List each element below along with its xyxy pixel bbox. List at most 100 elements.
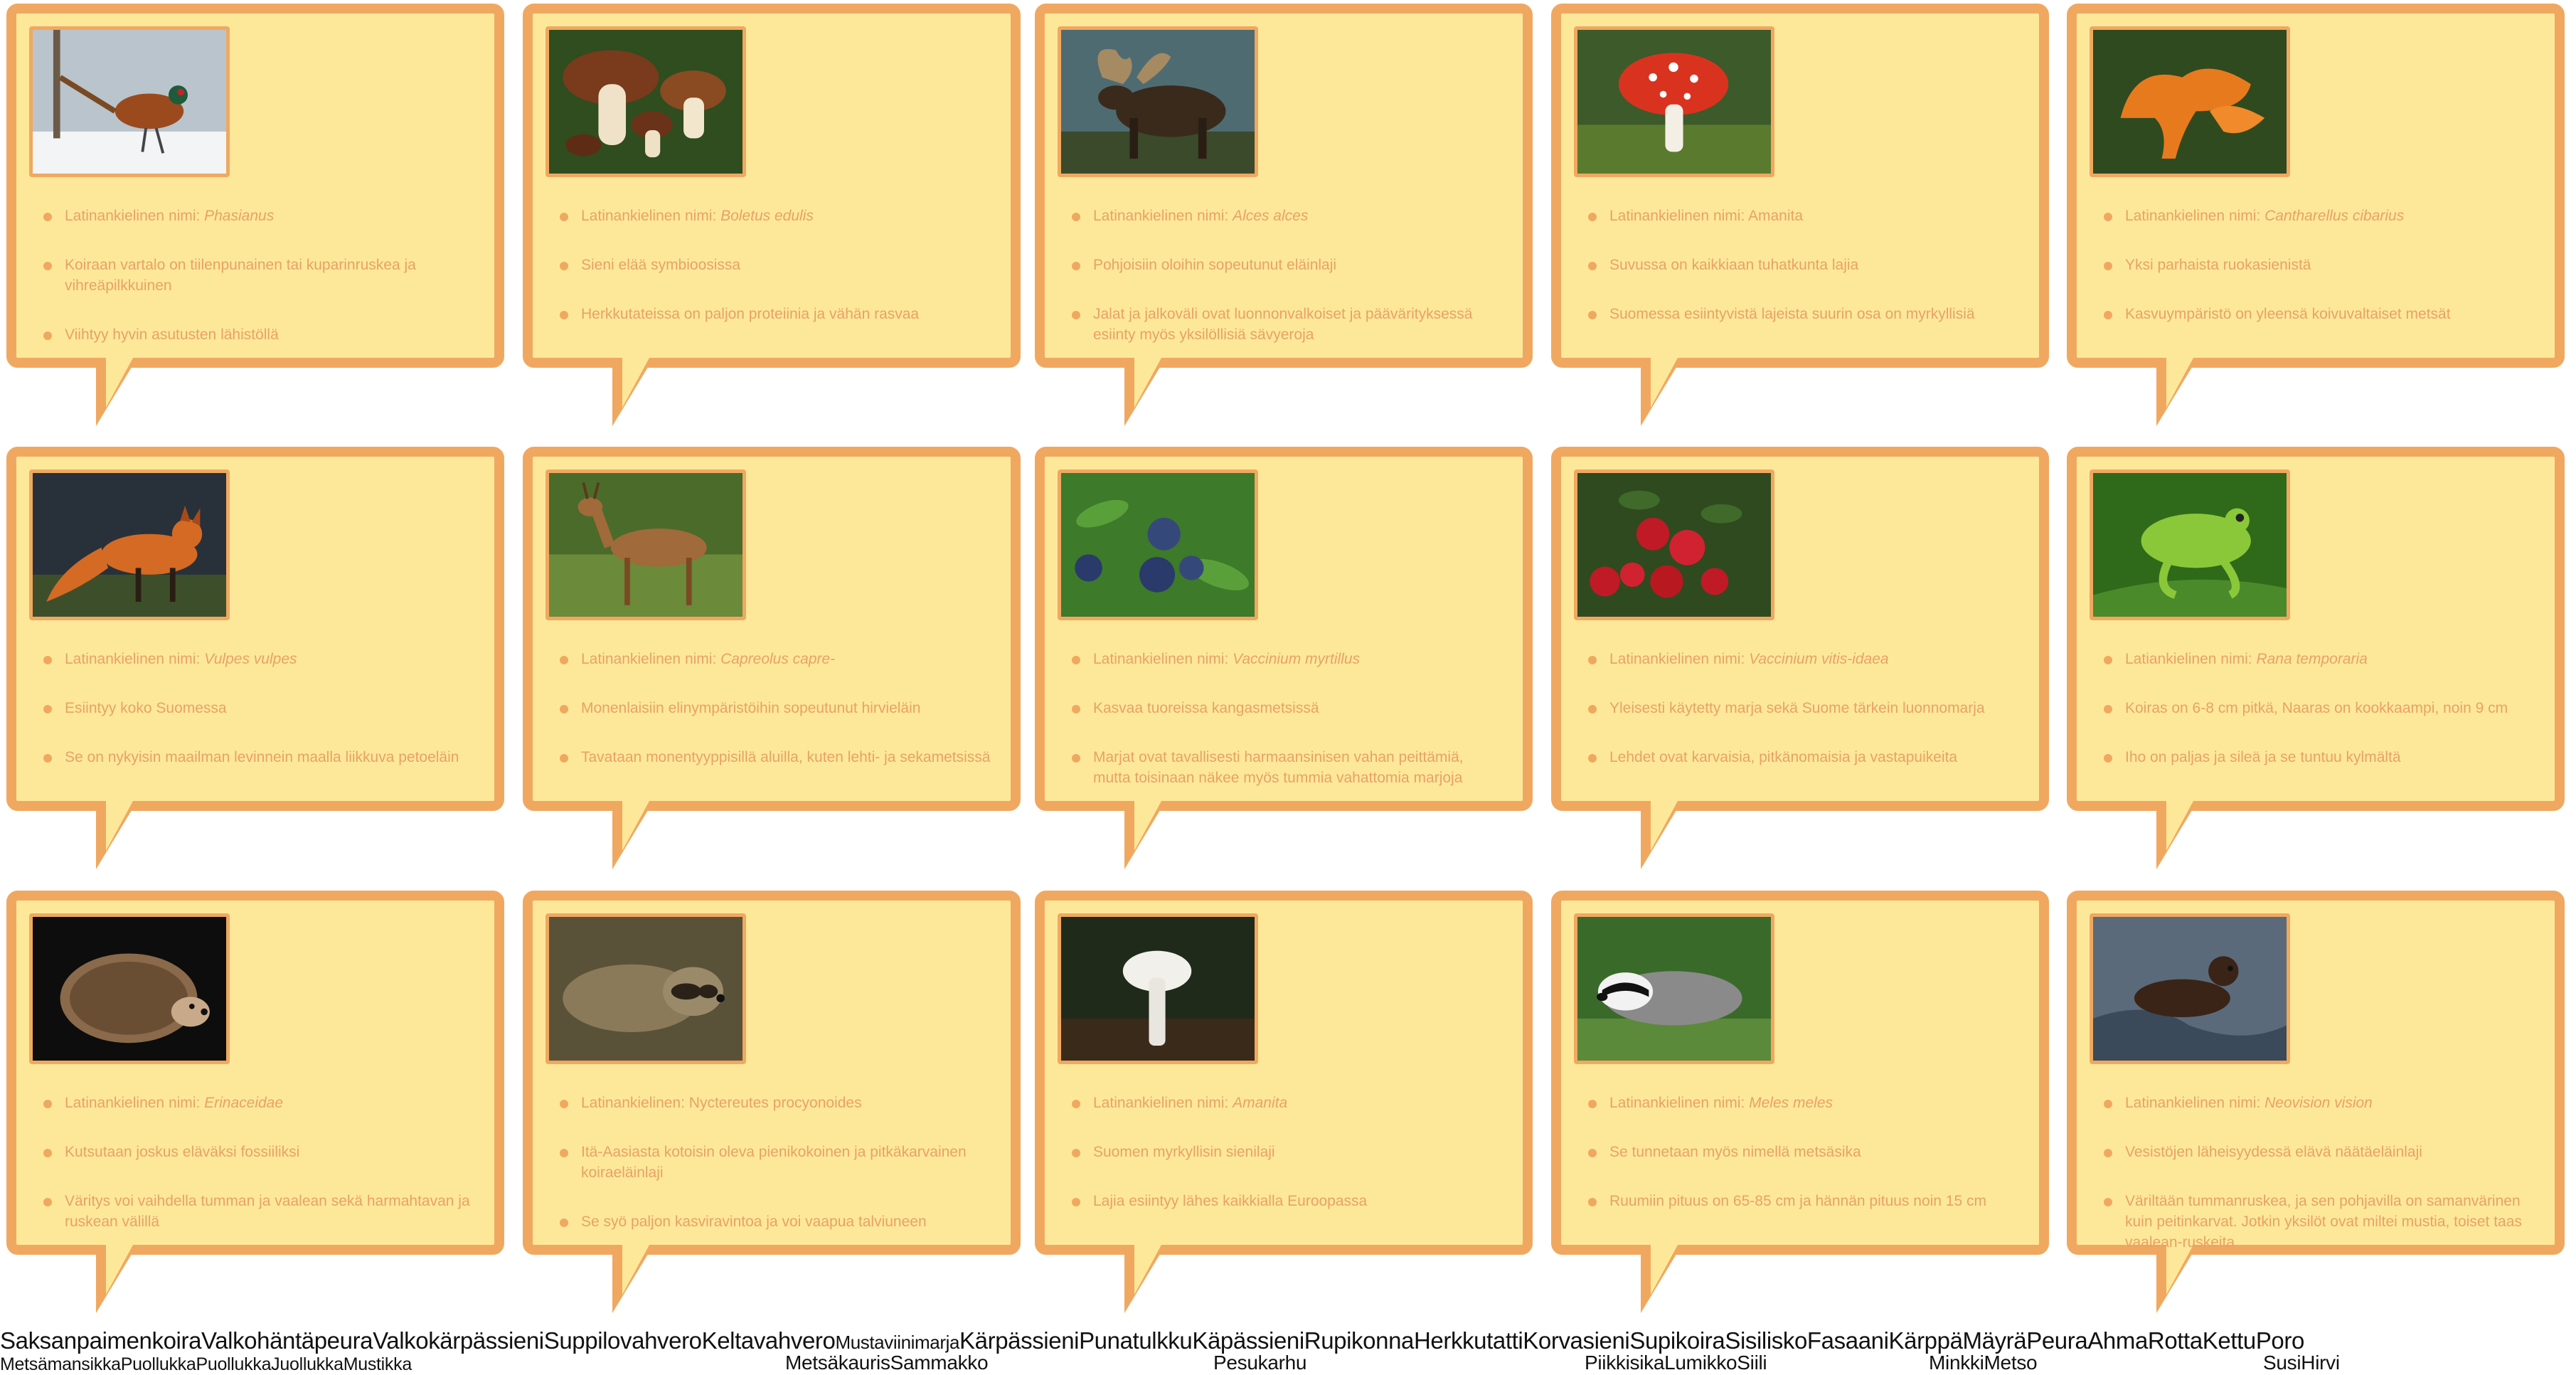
word-bank-line2-a: MetsämansikkaPuollukkaPuollukkaJuollukka… xyxy=(0,1354,412,1374)
info-card-mink: Latinankielinen nimi: Neovision vision Ve… xyxy=(2067,891,2565,1313)
fact-text: Iho on paljas ja sileä ja se tuntuu kylm… xyxy=(2125,749,2401,765)
lingonberry-photo xyxy=(1574,469,1774,620)
fact-item: Yksi parhaista ruokasienistä xyxy=(2101,255,2535,275)
badger-photo xyxy=(1574,913,1774,1064)
roe-deer-photo xyxy=(545,469,746,620)
fact-item: Se on nykyisin maailman levinnein maalla… xyxy=(41,747,474,768)
fact-text: Lajia esiintyy lähes kaikkialla Euroopas… xyxy=(1093,1193,1368,1209)
fact-item: Latinankielinen nimi: Capreolus capre- xyxy=(557,649,991,669)
fact-item: Viihtyy hyvin asutusten lähistöllä xyxy=(41,324,474,345)
fact-text: Yleisesti käytetty marja sekä Suome tärk… xyxy=(1609,700,1985,716)
fact-latin-name: Phasianus xyxy=(204,208,275,224)
fact-latin-name: Vulpes vulpes xyxy=(204,651,297,667)
fact-list: Latinankielinen nimi: Vaccinium myrtillu… xyxy=(1069,649,1503,817)
fact-item: Esiintyy koko Suomessa xyxy=(41,698,474,718)
hedgehog-photo xyxy=(29,913,230,1064)
fact-text: Lehdet ovat karvaisia, pitkänomaisia ja … xyxy=(1609,749,1958,765)
speech-bubble-tail-fill xyxy=(2166,1245,2193,1295)
bilberry-photo xyxy=(1058,469,1258,620)
fact-text: Latinankielinen nimi: xyxy=(1093,651,1233,667)
fact-list: Latinankielinen nimi: Meles meles Se tunn… xyxy=(1585,1093,2019,1240)
fact-item: Ruumiin pituus on 65-85 cm ja hännän pit… xyxy=(1585,1191,2019,1211)
pheasant-photo xyxy=(29,26,230,177)
fact-item: Latinankielinen nimi: Neovision vision xyxy=(2101,1093,2535,1113)
fact-item: Latinankielinen nimi: Vulpes vulpes xyxy=(41,649,474,669)
fact-text: Latinankielinen nimi: xyxy=(1609,1095,1750,1111)
fact-item: Pohjoisiin oloihin sopeutunut eläinlaji xyxy=(1069,255,1503,275)
fact-item: Tavataan monentyyppisillä aluilla, kuten… xyxy=(557,747,991,768)
fact-text: Latinankielinen nimi: xyxy=(65,1095,205,1111)
raccoon-dog-photo xyxy=(545,913,746,1064)
fact-text: Koiraan vartalo on tiilenpunainen tai ku… xyxy=(65,257,416,294)
speech-bubble-tail-fill xyxy=(1651,801,1678,851)
fact-item: Lehdet ovat karvaisia, pitkänomaisia ja … xyxy=(1585,747,2019,768)
fact-latin-name: Vaccinium vitis-idaea xyxy=(1749,651,1889,667)
fact-latin-name: Vaccinium myrtillus xyxy=(1233,651,1361,667)
fact-text: Latinankielinen nimi: xyxy=(65,651,205,667)
word-bank-line1: SaksanpaimenkoiraValkohäntäpeuraValkokär… xyxy=(0,1327,2304,1354)
fact-text: Marjat ovat tavallisesti harmaansinisen … xyxy=(1093,749,1464,786)
fact-latin-name: Erinaceidae xyxy=(204,1095,284,1111)
info-card-roe-deer: Latinankielinen nimi: Capreolus capre- Mo… xyxy=(523,447,1021,869)
fact-item: Latinankielinen nimi: Meles meles xyxy=(1585,1093,2019,1113)
fact-latin-name: Cantharellus cibarius xyxy=(2264,208,2405,224)
fact-item: Koiras on 6-8 cm pitkä, Naaras on kookka… xyxy=(2101,698,2535,718)
fact-text: Latinankielinen: Nyctereutes procyonoide… xyxy=(581,1095,862,1111)
fact-list: Latinankielinen nimi: Capreolus capre- Mo… xyxy=(557,649,991,796)
fact-item: Sieni elää symbioosissa xyxy=(557,255,991,275)
fact-text: Herkkutateissa on paljon proteiinia ja v… xyxy=(581,306,920,322)
fact-list: Latinankielinen nimi: Vulpes vulpes Esiin… xyxy=(41,649,474,796)
fact-item: Suvussa on kaikkiaan tuhatkunta lajia xyxy=(1585,255,2019,275)
fact-latin-name: Neovision vision xyxy=(2264,1095,2373,1111)
speech-bubble-tail-fill xyxy=(622,801,649,851)
speech-bubble-tail-fill xyxy=(106,1245,133,1295)
fact-text: Latinankielinen nimi: xyxy=(65,208,205,224)
fact-list: Latiankielinen nimi: Rana temporaria Koir… xyxy=(2101,649,2535,796)
info-card-pheasant: Latinankielinen nimi: Phasianus Koiraan v… xyxy=(6,4,504,426)
fact-list: Latinankielinen nimi: Vaccinium vitis-id… xyxy=(1585,649,2019,796)
fact-item: Latinankielinen nimi: Cantharellus cibar… xyxy=(2101,206,2535,226)
word-bank: SaksanpaimenkoiraValkohäntäpeuraValkokär… xyxy=(0,1327,2576,1374)
fact-text: Väriltään tummanruskea, ja sen pohjavill… xyxy=(2125,1193,2522,1251)
fact-text: Yksi parhaista ruokasienistä xyxy=(2125,257,2311,273)
fact-list: Latinankielinen nimi: Erinaceidae Kutsuta… xyxy=(41,1093,474,1260)
white-mushroom-photo xyxy=(1058,913,1258,1064)
fact-list: Latinankielinen nimi: Boletus edulis Sien… xyxy=(557,206,991,353)
fact-text: Suomen myrkyllisin sienilaji xyxy=(1093,1144,1275,1160)
chanterelle-photo xyxy=(2090,26,2290,177)
fact-text: Ruumiin pituus on 65-85 cm ja hännän pit… xyxy=(1609,1193,1986,1209)
fact-item: Se tunnetaan myös nimellä metsäsika xyxy=(1585,1142,2019,1162)
speech-bubble-tail-fill xyxy=(1651,1245,1678,1295)
speech-bubble-tail-fill xyxy=(1134,801,1161,851)
fact-item: Latinankielinen nimi: Boletus edulis xyxy=(557,206,991,226)
word-bank-text: SaksanpaimenkoiraValkohäntäpeuraValkokär… xyxy=(0,1327,836,1354)
fact-item: Kasvaa tuoreissa kangasmetsissä xyxy=(1069,698,1503,718)
fact-latin-name: Boletus edulis xyxy=(720,208,814,224)
frog-photo xyxy=(2090,469,2290,620)
fact-text: Se syö paljon kasviravintoa ja voi vaapu… xyxy=(581,1214,927,1230)
fact-text: Latinankielinen nimi: xyxy=(1609,651,1750,667)
fact-item: Suomen myrkyllisin sienilaji xyxy=(1069,1142,1503,1162)
word-bank-small-text: Mustaviinimarja xyxy=(835,1332,960,1353)
fact-item: Latinankielinen nimi: Alces alces xyxy=(1069,206,1503,226)
fact-item: Latinankielinen nimi: Amanita xyxy=(1585,206,2019,226)
fact-text: Latiankielinen nimi: xyxy=(2125,651,2257,667)
fly-agaric-photo xyxy=(1574,26,1774,177)
fact-item: Herkkutateissa on paljon proteiinia ja v… xyxy=(557,304,991,324)
speech-bubble-tail-fill xyxy=(1134,358,1161,408)
fact-item: Latinankielinen nimi: Vaccinium vitis-id… xyxy=(1585,649,2019,669)
fact-list: Latinankielinen: Nyctereutes procyonoide… xyxy=(557,1093,991,1260)
fact-text: Väritys voi vaihdella tumman ja vaalean … xyxy=(65,1193,470,1230)
info-card-raccoon-dog: Latinankielinen: Nyctereutes procyonoide… xyxy=(523,891,1021,1313)
fact-list: Latinankielinen nimi: Cantharellus cibar… xyxy=(2101,206,2535,353)
fact-text: Suvussa on kaikkiaan tuhatkunta lajia xyxy=(1609,257,1859,273)
speech-bubble-tail-fill xyxy=(622,358,649,408)
fact-latin-name: Meles meles xyxy=(1749,1095,1833,1111)
fact-item: Suomessa esiintyvistä lajeista suurin os… xyxy=(1585,304,2019,324)
word-bank-line2-b: MetsäkaurisSammakko xyxy=(785,1352,989,1374)
speech-bubble-tail-fill xyxy=(2166,801,2193,851)
fact-item: Latiankielinen nimi: Rana temporaria xyxy=(2101,649,2535,669)
fact-text: Latinankielinen nimi: xyxy=(1093,208,1233,224)
fact-item: Vesistöjen läheisyydessä elävä näätäeläi… xyxy=(2101,1142,2535,1162)
fact-item: Yleisesti käytetty marja sekä Suome tärk… xyxy=(1585,698,2019,718)
